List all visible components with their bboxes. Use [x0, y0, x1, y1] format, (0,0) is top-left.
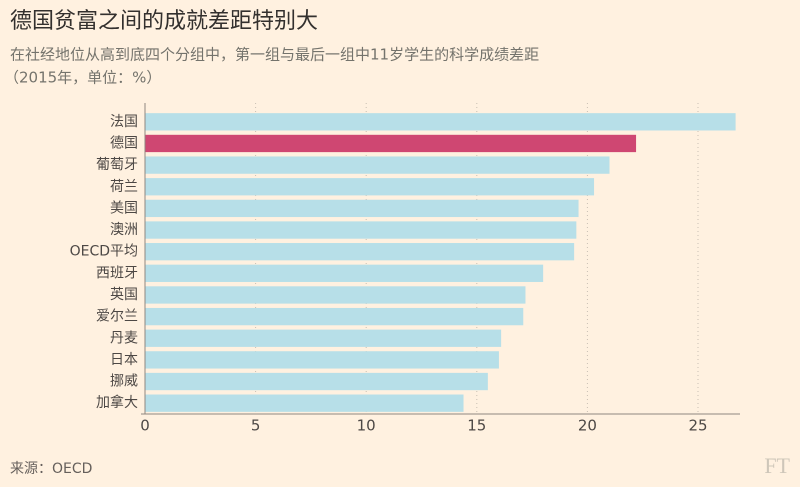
bar: [145, 351, 499, 369]
bar: [145, 372, 488, 391]
y-tick-label: 加拿大: [96, 394, 138, 411]
y-tick-label: 丹麦: [110, 330, 138, 346]
bar: [145, 156, 610, 174]
bar: [145, 199, 579, 218]
logo: FT: [764, 453, 790, 478]
bar: [145, 307, 524, 326]
y-tick-label: OECD平均: [70, 244, 138, 260]
bar: [145, 221, 577, 239]
y-tick-label: 爱尔兰: [96, 309, 138, 325]
bar: [145, 243, 575, 261]
y-tick-label: 法国: [110, 114, 138, 130]
x-tick-label: 15: [467, 417, 486, 435]
bar: [145, 286, 526, 304]
bar: [145, 394, 464, 412]
x-tick-label: 5: [251, 417, 261, 435]
source: 来源：OECD: [10, 461, 92, 477]
y-tick-label: 挪威: [110, 374, 138, 390]
y-tick-label: 澳洲: [110, 222, 138, 238]
y-tick-label: 美国: [110, 200, 138, 216]
y-tick-label: 葡萄牙: [96, 157, 138, 173]
chart-title: 德国贫富之间的成就差距特别大: [10, 9, 318, 34]
bar: [145, 329, 502, 347]
y-tick-label: 荷兰: [110, 179, 138, 195]
y-tick-label: 英国: [110, 286, 138, 303]
bar: [145, 134, 637, 153]
x-tick-label: 0: [140, 417, 150, 435]
bar: [145, 264, 544, 282]
x-tick-label: 25: [688, 417, 707, 435]
chart-subtitle: 在社经地位从高到底四个分组中，第一组与最后一组中11岁学生的科学成绩差距: [10, 46, 539, 64]
y-tick-label: 日本: [110, 352, 138, 368]
x-tick-label: 10: [357, 417, 376, 435]
x-tick-label: 20: [578, 417, 597, 435]
bar: [145, 178, 595, 196]
bar: [145, 113, 736, 131]
chart-subtitle: （2015年，单位：%）: [4, 69, 161, 87]
y-tick-label: 德国: [110, 135, 138, 151]
y-tick-label: 西班牙: [96, 265, 138, 281]
